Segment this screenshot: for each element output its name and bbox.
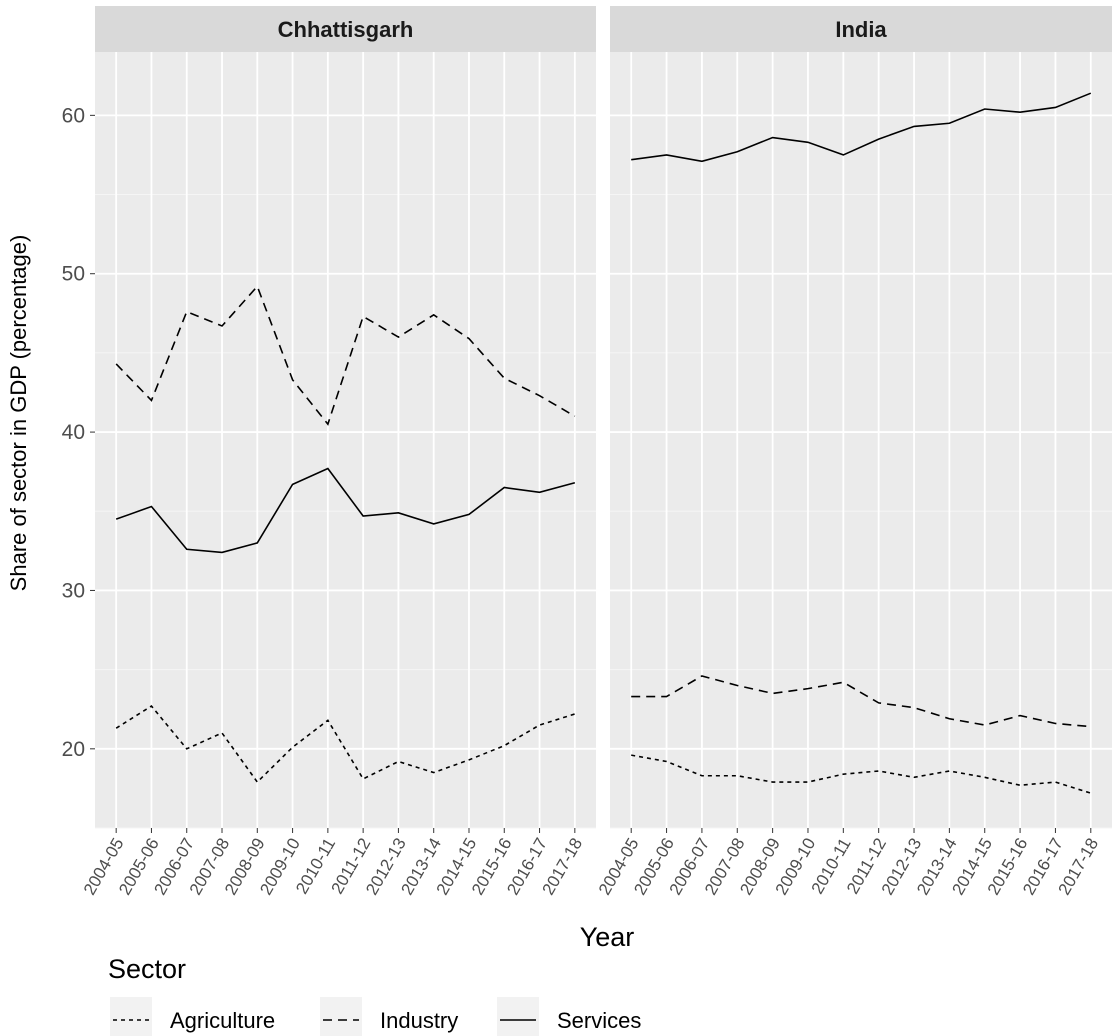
series-line-agriculture [631, 754, 1092, 794]
x-axis-title: Year [580, 922, 635, 952]
legend-item-industry: Industry [320, 997, 458, 1036]
series-line-services [631, 92, 1092, 163]
panel-strip [95, 6, 596, 52]
panel-title: Chhattisgarh [278, 17, 414, 42]
legend-item-agriculture: Agriculture [110, 997, 275, 1036]
facet-panels: Chhattisgarh2004-052005-062006-072007-08… [62, 6, 1112, 898]
y-axis-title: Share of sector in GDP (percentage) [6, 235, 31, 592]
y-tick-label: 40 [62, 421, 85, 444]
y-tick-label: 30 [62, 579, 85, 602]
panel-title: India [835, 17, 887, 42]
legend-key-background [320, 997, 362, 1036]
legend-label: Agriculture [170, 1008, 275, 1033]
legend-label: Services [557, 1008, 641, 1033]
legend-item-services: Services [497, 997, 641, 1036]
panel-background [95, 52, 596, 828]
y-tick-label: 50 [62, 263, 85, 286]
legend-key-background [110, 997, 152, 1036]
panel-strip [610, 6, 1112, 52]
panel-chhattisgarh: Chhattisgarh2004-052005-062006-072007-08… [62, 6, 596, 898]
legend: Sector Agriculture Industry Services [108, 954, 641, 1036]
y-tick-label: 20 [62, 738, 85, 761]
panel-india: India2004-052005-062006-072007-082008-09… [595, 6, 1112, 898]
legend-title: Sector [108, 954, 186, 984]
series-line-industry [115, 284, 576, 426]
legend-label: Industry [380, 1008, 458, 1033]
y-tick-label: 60 [62, 104, 85, 127]
series-line-services [115, 467, 576, 554]
legend-key-background [497, 997, 539, 1036]
panel-background [610, 52, 1112, 828]
series-line-industry [631, 675, 1091, 728]
series-line-agriculture [115, 705, 576, 784]
